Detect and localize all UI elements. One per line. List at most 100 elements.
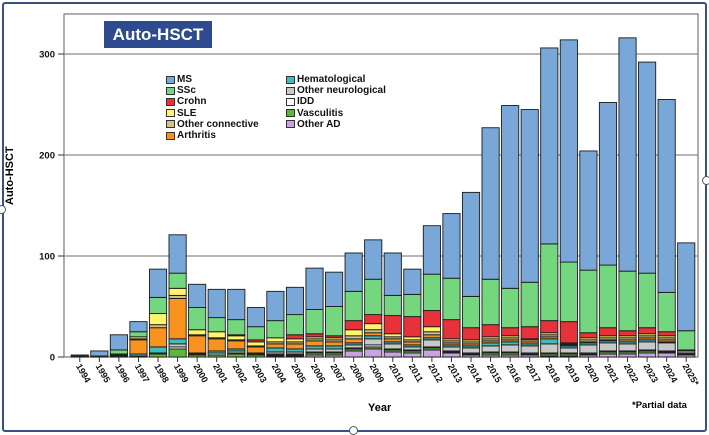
y-tick-label: 0 [50,353,55,364]
bar-segment-sle [227,335,246,341]
legend-item: Other connective [166,119,259,130]
x-tick-label: 2022 [622,362,641,384]
bar-segment-other-ad [383,351,402,358]
x-tick-label: 1995 [94,362,113,384]
bar-segment-other-neurological [305,348,324,353]
bar-segment-other-ad [403,352,422,358]
bar-segment-ssc [285,314,305,336]
bar-segment-ms [657,98,676,293]
bar-segment-crohn [618,330,637,337]
x-tick-label: 2015 [485,362,504,384]
x-tick-label: 2025* [680,362,701,388]
legend-item: IDD [286,96,386,107]
bar-segment-ssc [461,295,481,329]
bar-segment-ssc [188,307,207,331]
bar-2015 [481,127,500,358]
bar-segment-vasculitis [168,348,187,358]
bar-2011 [403,268,422,358]
bar-segment-other-connective [364,329,383,334]
bar-segment-ssc [481,278,500,326]
bar-segment-other-connective [168,294,187,299]
legend-label: MS [177,74,192,86]
bar-segment-hematological [168,338,187,345]
bar-segment-crohn [344,320,363,331]
bar-2004 [266,290,285,358]
bar-2019 [559,39,578,358]
bar-segment-other-neurological [520,345,539,354]
bar-segment-ms [579,150,598,271]
bar-segment-arthritis [403,341,422,346]
y-tick-label: 300 [39,50,55,61]
bar-segment-ms [168,234,187,274]
legend-item: MS [166,74,259,85]
bar-segment-ms [677,242,696,332]
bar-1994 [70,354,89,358]
bar-segment-other-neurological [657,342,676,352]
bar-2007 [325,271,344,358]
bar-segment-other-neurological [598,342,618,352]
x-tick-label: 2006 [309,362,328,384]
bar-segment-ssc [501,287,520,329]
y-tick-label: 100 [39,252,55,263]
x-tick-label: 2024 [661,362,680,384]
legend-label: SLE [177,107,197,119]
bar-segment-ms [638,61,657,274]
bar-segment-sle [383,333,402,338]
bar-1999 [168,234,187,358]
bar-segment-crohn [501,327,520,337]
bar-segment-ssc [638,272,657,329]
bar-segment-other-ad [442,352,461,358]
bar-segment-ms [559,39,578,263]
bar-segment-other-neurological [638,341,657,351]
bar-segment-arthritis [266,343,285,349]
legend-label: Other neurological [297,85,386,97]
bar-2020 [579,150,598,358]
bar-2014 [461,191,481,358]
x-tick-label: 1997 [133,362,152,384]
legend-swatch [286,97,295,106]
legend-item: Crohn [166,96,259,107]
bar-segment-ssc [559,261,578,323]
bar-segment-arthritis [148,327,168,348]
bar-segment-other-neurological [325,348,344,353]
bar-segment-vasculitis [227,353,246,358]
bar-segment-ssc [305,309,324,335]
legend-swatch [166,109,175,118]
legend-swatch [286,120,295,129]
x-tick-label: 2018 [544,362,563,384]
bar-2000 [188,283,207,358]
x-tick-label: 2002 [231,362,250,384]
bar-segment-ms [188,283,207,308]
legend-label: Arthritis [177,130,216,142]
bar-segment-ms [246,307,265,328]
x-axis-label: Year [368,402,392,414]
bar-segment-ms [598,102,618,266]
bar-segment-other-neurological [579,344,598,354]
bar-segment-crohn [285,334,305,340]
resize-handle-right[interactable] [702,176,709,185]
bar-segment-other-ad [638,352,657,358]
bar-segment-ms [442,213,461,279]
bar-segment-crohn [598,327,618,337]
bar-segment-sle [207,331,226,339]
bar-segment-crohn [520,326,539,340]
resize-handle-left[interactable] [0,205,6,214]
bar-segment-arthritis [364,332,383,337]
bar-segment-ms [501,105,520,289]
bar-segment-ms [227,288,246,321]
bar-segment-arthritis [129,339,148,355]
bar-2009 [364,239,383,358]
bar-2016 [501,105,520,358]
x-tick-label: 2016 [504,362,523,384]
x-tick-label: 2004 [270,362,289,384]
bar-2002 [227,288,246,358]
bar-segment-other-ad [598,353,618,358]
legend-swatch [166,75,175,84]
bar-segment-ms [422,225,441,275]
bar-segment-other-neurological [540,343,559,354]
bar-segment-other-neurological [403,346,422,351]
legend-swatch [166,97,175,106]
bar-2003 [246,307,265,358]
bar-segment-other-neurological [422,339,441,348]
